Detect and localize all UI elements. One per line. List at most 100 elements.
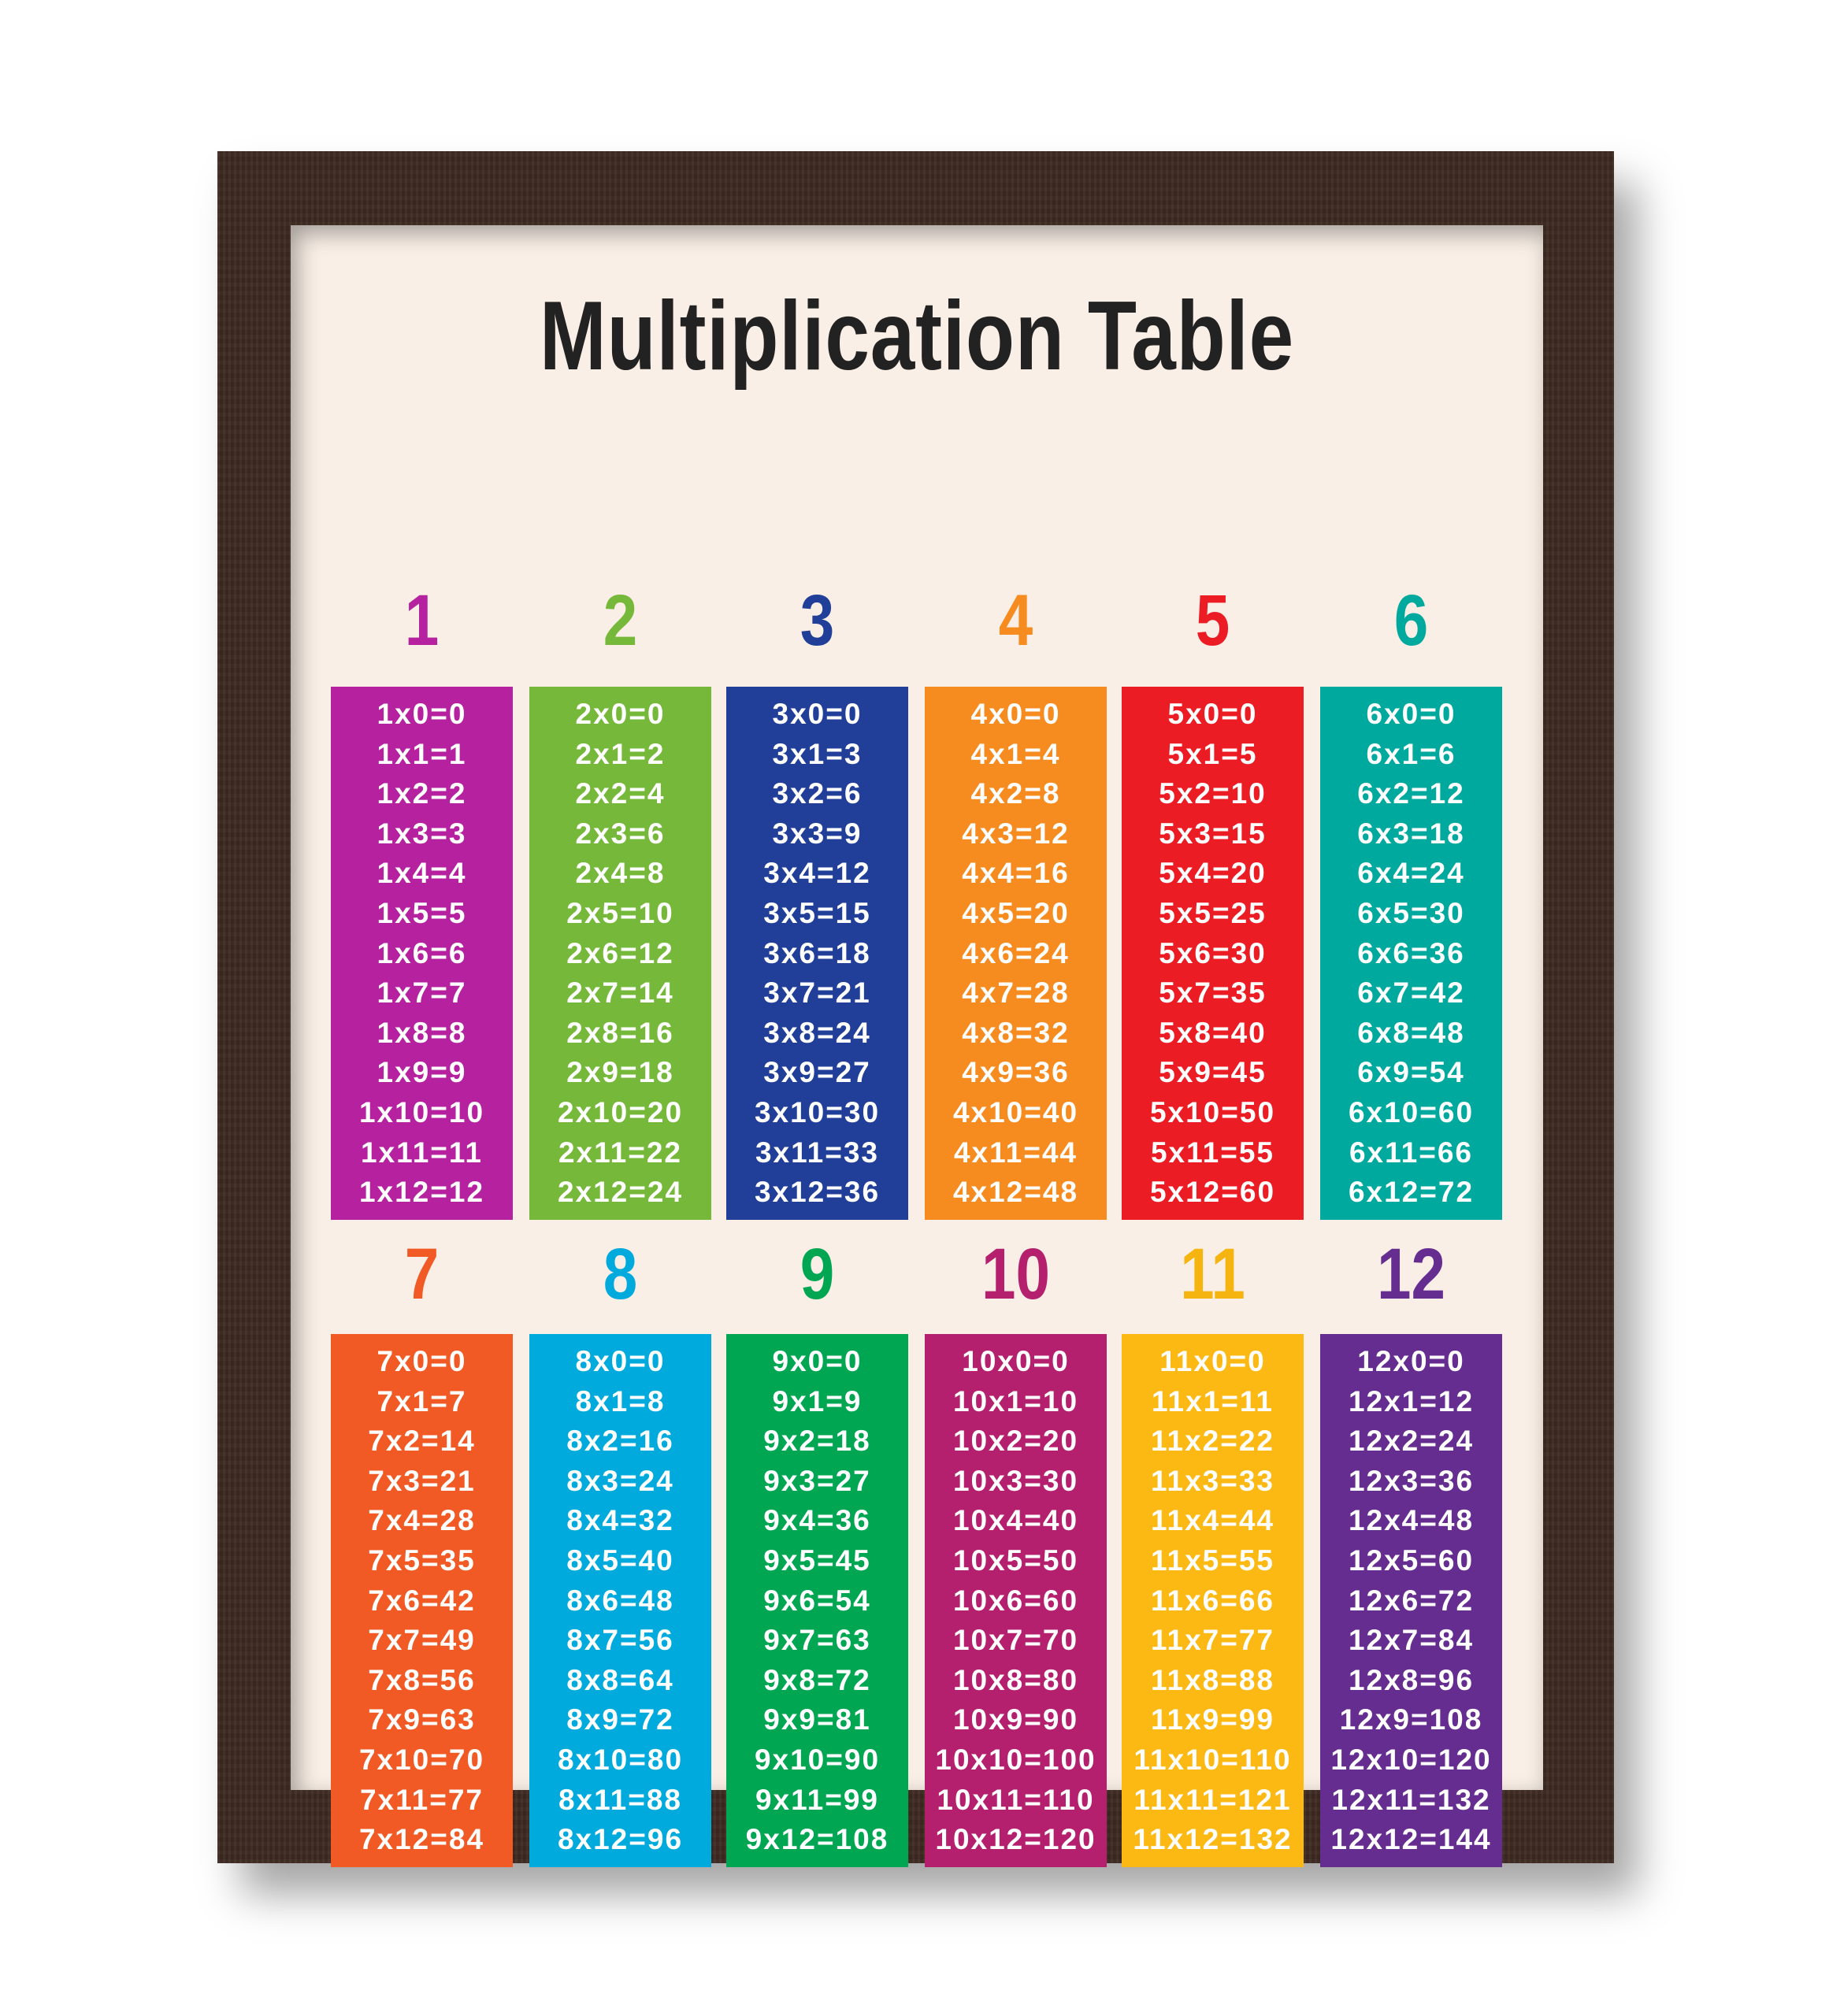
table-column-6: 6x0=0 6x1=6 6x2=12 6x3=18 6x4=24 6x5=30 6x6=36…: [1320, 687, 1502, 1220]
table-row: 2x4=8: [575, 857, 666, 890]
table-row: 10x5=50: [952, 1544, 1079, 1577]
table-row: 1x0=0: [377, 698, 467, 730]
table-row: 7x6=42: [368, 1584, 476, 1617]
table-row: 9x7=63: [763, 1624, 871, 1657]
table-row: 11x10=110: [1133, 1743, 1292, 1776]
table-header-5: 5: [1195, 580, 1230, 661]
table-row: 4x1=4: [970, 737, 1061, 770]
table-column-8: 8x0=0 8x1=8 8x2=16 8x3=24 8x4=32 8x5=40 8x6=48…: [529, 1334, 711, 1867]
table-row: 5x12=60: [1149, 1176, 1276, 1209]
table-row: 3x11=33: [755, 1136, 880, 1169]
table-row: 6x4=24: [1357, 857, 1465, 890]
table-row: 2x10=20: [557, 1095, 684, 1128]
table-row: 11x2=22: [1150, 1425, 1275, 1458]
table-row: 7x7=49: [368, 1624, 476, 1657]
table-row: 12x10=120: [1330, 1743, 1492, 1776]
table-column-5: 5x0=0 5x1=5 5x2=10 5x3=15 5x4=20 5x5=25 5x6=30…: [1122, 687, 1304, 1220]
table-row: 10x12=120: [935, 1823, 1096, 1856]
table-column-1: 1x0=0 1x1=1 1x2=2 1x3=3 1x4=4 1x5=5 1x6=6 1x7=7…: [331, 687, 513, 1220]
table-row: 5x8=40: [1159, 1016, 1267, 1049]
table-row: 11x6=66: [1150, 1584, 1275, 1617]
table-row: 9x11=99: [755, 1783, 880, 1816]
table-row: 3x9=27: [763, 1056, 871, 1089]
table-row: 8x5=40: [566, 1544, 674, 1577]
table-row: 9x4=36: [763, 1504, 871, 1537]
table-row: 1x2=2: [377, 777, 467, 810]
table-row: 8x2=16: [566, 1425, 674, 1458]
table-header-9: 9: [800, 1234, 835, 1314]
table-row: 11x7=77: [1150, 1624, 1275, 1657]
table-row: 11x12=132: [1133, 1823, 1293, 1856]
table-row: 7x4=28: [368, 1504, 476, 1537]
table-row: 8x12=96: [557, 1823, 684, 1856]
table-row: 2x9=18: [566, 1056, 674, 1089]
table-row: 12x7=84: [1348, 1624, 1475, 1657]
table-header-7: 7: [404, 1234, 440, 1314]
table-row: 5x2=10: [1159, 777, 1267, 810]
table-row: 12x11=132: [1331, 1783, 1491, 1816]
table-row: 6x0=0: [1366, 698, 1456, 730]
table-column-2: 2x0=0 2x1=2 2x2=4 2x3=6 2x4=8 2x5=10 2x6=12 2x7…: [529, 687, 711, 1220]
table-row: 6x5=30: [1357, 896, 1465, 929]
table-row: 3x3=9: [772, 817, 863, 850]
table-header-2: 2: [603, 580, 638, 661]
table-row: 1x9=9: [377, 1056, 467, 1089]
table-row: 5x10=50: [1149, 1095, 1276, 1128]
table-row: 1x7=7: [377, 976, 467, 1010]
table-row: 6x9=54: [1357, 1056, 1465, 1089]
table-header-1: 1: [404, 580, 440, 661]
table-row: 8x6=48: [566, 1584, 674, 1617]
table-row: 2x1=2: [575, 737, 666, 770]
table-row: 4x5=20: [962, 896, 1070, 929]
table-row: 1x1=1: [377, 737, 467, 770]
table-row: 6x6=36: [1357, 936, 1465, 969]
table-header-6: 6: [1393, 580, 1429, 661]
table-row: 8x4=32: [566, 1504, 674, 1537]
table-row: 12x2=24: [1348, 1425, 1475, 1458]
table-row: 8x0=0: [575, 1345, 666, 1377]
table-row: 4x10=40: [952, 1095, 1079, 1128]
table-column-7: 7x0=0 7x1=7 7x2=14 7x3=21 7x4=28 7x5=35 7x6=42…: [331, 1334, 513, 1867]
table-row: 10x8=80: [952, 1663, 1079, 1696]
table-row: 10x0=0: [962, 1345, 1070, 1377]
table-row: 10x10=100: [935, 1743, 1096, 1776]
table-row: 1x8=8: [377, 1016, 467, 1049]
table-row: 3x10=30: [754, 1095, 881, 1128]
table-row: 2x5=10: [566, 896, 674, 929]
table-row: 7x12=84: [358, 1823, 485, 1856]
table-row: 4x8=32: [962, 1016, 1070, 1049]
table-row: 8x1=8: [575, 1384, 666, 1418]
table-row: 7x11=77: [359, 1783, 484, 1816]
table-row: 7x0=0: [377, 1345, 467, 1377]
table-row: 6x2=12: [1357, 777, 1465, 810]
table-row: 9x3=27: [763, 1464, 871, 1497]
table-header-3: 3: [800, 580, 835, 661]
table-row: 9x12=108: [745, 1823, 889, 1856]
table-row: 7x10=70: [358, 1743, 485, 1776]
table-row: 8x7=56: [566, 1624, 674, 1657]
table-row: 1x4=4: [377, 857, 467, 890]
table-row: 10x3=30: [952, 1464, 1079, 1497]
table-row: 11x11=121: [1133, 1783, 1292, 1816]
table-row: 10x1=10: [952, 1384, 1079, 1418]
table-row: 7x9=63: [368, 1703, 476, 1736]
table-row: 11x1=11: [1152, 1384, 1274, 1418]
table-row: 7x2=14: [368, 1425, 476, 1458]
table-row: 10x9=90: [952, 1703, 1079, 1736]
table-row: 12x0=0: [1357, 1345, 1465, 1377]
table-row: 12x5=60: [1348, 1544, 1475, 1577]
table-row: 7x8=56: [368, 1663, 476, 1696]
table-row: 4x6=24: [962, 936, 1070, 969]
table-row: 6x1=6: [1366, 737, 1456, 770]
table-row: 12x6=72: [1348, 1584, 1475, 1617]
table-column-11: 11x0=0 11x1=11 11x2=22 11x3=33 11x4=44 11x5=5…: [1122, 1334, 1304, 1867]
table-row: 5x9=45: [1159, 1056, 1267, 1089]
table-row: 5x1=5: [1167, 737, 1258, 770]
table-row: 11x9=99: [1150, 1703, 1275, 1736]
table-row: 4x11=44: [953, 1136, 1078, 1169]
table-row: 12x4=48: [1348, 1504, 1475, 1537]
table-row: 10x7=70: [952, 1624, 1079, 1657]
table-row: 9x6=54: [763, 1584, 871, 1617]
table-row: 1x6=6: [377, 936, 467, 969]
table-row: 2x2=4: [575, 777, 666, 810]
